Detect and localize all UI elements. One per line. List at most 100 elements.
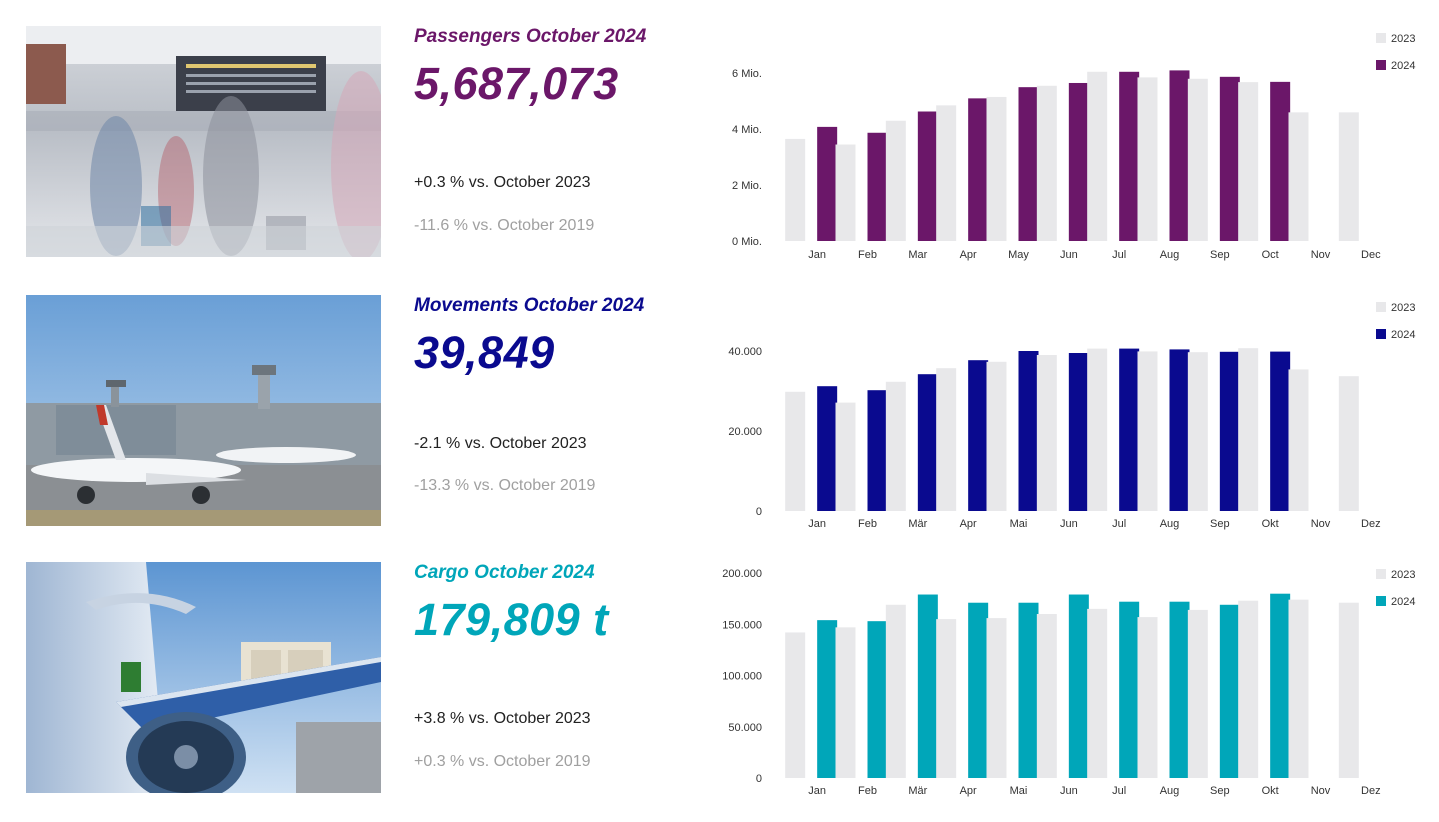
passengers-bar-2023-aug [1137,77,1158,241]
cargo-ytick-label: 200.000 [722,568,762,580]
passengers-category-label: Apr [960,249,977,261]
passengers-bar-2023-nov [1288,112,1309,241]
cargo-category-label: Dez [1361,785,1381,797]
movements-title: Movements October 2024 [414,295,645,316]
cargo-legend-label-2024: 2024 [1391,596,1415,608]
movements-bar-2024-jun [1068,353,1089,511]
passengers-kpi: Passengers October 2024 5,687,073 +0.3 %… [414,26,714,257]
movements-delta-2019: -13.3 % vs. October 2019 [414,477,596,494]
movements-bar-2024-jan [817,386,838,511]
passengers-bar-2024-may [1018,87,1039,241]
movements-bar-2024-mär [917,374,938,511]
movements-category-label: Sep [1210,518,1230,530]
passengers-bar-2023-oct [1238,82,1259,241]
passengers-title: Passengers October 2024 [414,26,647,47]
movements-bar-2024-mai [1018,351,1039,511]
cargo-category-label: Jan [808,785,826,797]
passengers-bar-2023-jul [1087,71,1108,241]
passengers-bar-2024-jun [1068,82,1089,241]
cargo-bar-2023-feb [835,627,856,778]
cargo-bar-2024-mär [917,594,938,778]
movements-bar-2023-jan [785,391,806,511]
passengers-bar-2023-may [986,96,1007,241]
movements-category-label: Feb [858,518,877,530]
cargo-bar-2024-jul [1119,601,1140,778]
cargo-bar-2023-apr [936,619,957,778]
passengers-category-label: Nov [1311,249,1331,261]
movements-bar-2023-dez [1338,376,1359,511]
cargo-category-label: Mär [908,785,927,797]
movements-chart: 0 20.000 40.000 Jan Feb Mär Apr Mai Jun Jul Aug Sep… [720,295,1430,555]
passengers-category-label: Feb [858,249,877,261]
cargo-bar-2024-mai [1018,602,1039,778]
passengers-legend-label-2024: 2024 [1391,60,1415,72]
cargo-legend-label-2023: 2023 [1391,569,1415,581]
cargo-category-label: Apr [960,785,977,797]
cargo-bar-2023-jun [1036,614,1057,778]
movements-bar-2024-jul [1119,348,1140,511]
movements-legend-label-2024: 2024 [1391,329,1415,341]
passengers-category-label: Jul [1112,249,1126,261]
cargo-ytick-label: 100.000 [722,671,762,683]
cargo-bar-2023-dez [1338,602,1359,778]
movements-category-label: Nov [1311,518,1331,530]
cargo-bar-2023-mär [885,604,906,778]
passengers-row: Passengers October 2024 5,687,073 +0.3 %… [0,26,1439,286]
cargo-category-label: Nov [1311,785,1331,797]
movements-bar-2023-feb [835,402,856,511]
movements-category-label: Okt [1262,518,1279,530]
passengers-bar-chart: 0 Mio. 2 Mio. 4 Mio. 6 Mio. Jan Feb Mar Apr May J… [732,33,1415,261]
passengers-bar-2024-jan [817,126,838,241]
passengers-bar-2024-mar [917,111,938,241]
cargo-bar-2024-sep [1219,604,1240,778]
cargo-bar-2024-okt [1270,593,1291,778]
movements-category-label: Mär [908,518,927,530]
cargo-ytick-label: 150.000 [722,619,762,631]
cargo-delta-2023: +3.8 % vs. October 2023 [414,710,591,727]
passengers-category-label: Jan [808,249,826,261]
passengers-bar-2024-feb [867,132,888,241]
passengers-bar-2023-sep [1187,78,1208,241]
passengers-bar-2024-jul [1119,71,1140,241]
passengers-ytick-label: 4 Mio. [732,124,762,136]
cargo-bar-2023-jul [1087,608,1108,778]
passengers-legend-swatch-2024 [1376,60,1386,70]
cargo-bar-2023-jan [785,632,806,778]
cargo-category-label: Feb [858,785,877,797]
passengers-category-label: Oct [1262,249,1279,261]
cargo-category-label: Mai [1010,785,1028,797]
movements-category-label: Jul [1112,518,1126,530]
passengers-category-label: Jun [1060,249,1078,261]
cargo-bar-2024-jan [817,620,838,778]
passengers-category-label: Mar [908,249,927,261]
cargo-title: Cargo October 2024 [414,562,595,583]
passengers-chart: 0 Mio. 2 Mio. 4 Mio. 6 Mio. Jan Feb Mar Apr May J… [720,26,1430,286]
cargo-legend-swatch-2024 [1376,596,1386,606]
movements-category-label: Aug [1160,518,1180,530]
cargo-legend-swatch-2023 [1376,569,1386,579]
cargo-bar-2024-feb [867,621,888,778]
movements-value: 39,849 [414,327,555,378]
movements-ytick-label: 20.000 [728,426,762,438]
passengers-ytick-label: 6 Mio. [732,68,762,80]
movements-category-label: Jan [808,518,826,530]
cargo-category-label: Okt [1262,785,1279,797]
passengers-delta-2019: -11.6 % vs. October 2019 [414,217,595,234]
movements-bar-2024-sep [1219,351,1240,511]
cargo-category-label: Aug [1160,785,1180,797]
passengers-bar-2023-dec [1338,112,1359,241]
cargo-kpi: Cargo October 2024 179,809 t +3.8 % vs. … [414,562,714,793]
cargo-photo [26,562,381,793]
cargo-bar-2023-mai [986,618,1007,778]
passengers-category-label: May [1008,249,1029,261]
passengers-ytick-label: 0 Mio. [732,236,762,248]
passengers-legend-swatch-2023 [1376,33,1386,43]
passengers-legend-label-2023: 2023 [1391,33,1415,45]
movements-row: Movements October 2024 39,849 -2.1 % vs.… [0,295,1439,555]
movements-bar-2023-mai [986,361,1007,511]
movements-bar-2023-aug [1137,351,1158,511]
movements-bar-2024-okt [1270,351,1291,511]
passengers-bar-2023-feb [835,144,856,241]
movements-bar-2024-aug [1169,349,1190,511]
passengers-category-label: Aug [1160,249,1180,261]
